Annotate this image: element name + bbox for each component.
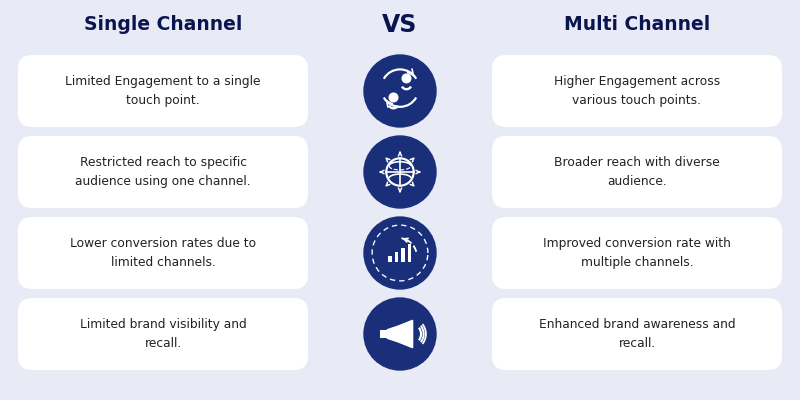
- Text: Enhanced brand awareness and
recall.: Enhanced brand awareness and recall.: [538, 318, 735, 350]
- Text: Limited Engagement to a single
touch point.: Limited Engagement to a single touch poi…: [66, 75, 261, 107]
- Text: Restricted reach to specific
audience using one channel.: Restricted reach to specific audience us…: [75, 156, 251, 188]
- FancyBboxPatch shape: [492, 298, 782, 370]
- Circle shape: [364, 136, 436, 208]
- Polygon shape: [387, 320, 413, 348]
- Text: Lower conversion rates due to
limited channels.: Lower conversion rates due to limited ch…: [70, 237, 256, 269]
- Circle shape: [402, 74, 411, 83]
- Circle shape: [364, 55, 436, 127]
- FancyBboxPatch shape: [394, 252, 398, 262]
- FancyBboxPatch shape: [388, 256, 392, 262]
- FancyBboxPatch shape: [18, 298, 308, 370]
- Text: Higher Engagement across
various touch points.: Higher Engagement across various touch p…: [554, 75, 720, 107]
- Text: Broader reach with diverse
audience.: Broader reach with diverse audience.: [554, 156, 720, 188]
- FancyBboxPatch shape: [401, 248, 405, 262]
- FancyBboxPatch shape: [492, 217, 782, 289]
- Text: Multi Channel: Multi Channel: [564, 16, 710, 34]
- FancyBboxPatch shape: [492, 136, 782, 208]
- Text: Single Channel: Single Channel: [84, 16, 242, 34]
- Circle shape: [364, 298, 436, 370]
- Text: Limited brand visibility and
recall.: Limited brand visibility and recall.: [80, 318, 246, 350]
- Circle shape: [389, 93, 398, 102]
- FancyBboxPatch shape: [492, 55, 782, 127]
- FancyBboxPatch shape: [18, 55, 308, 127]
- FancyBboxPatch shape: [380, 330, 388, 338]
- Circle shape: [364, 217, 436, 289]
- Text: VS: VS: [382, 13, 418, 37]
- FancyBboxPatch shape: [18, 136, 308, 208]
- FancyBboxPatch shape: [407, 244, 411, 262]
- FancyBboxPatch shape: [18, 217, 308, 289]
- Text: Improved conversion rate with
multiple channels.: Improved conversion rate with multiple c…: [543, 237, 731, 269]
